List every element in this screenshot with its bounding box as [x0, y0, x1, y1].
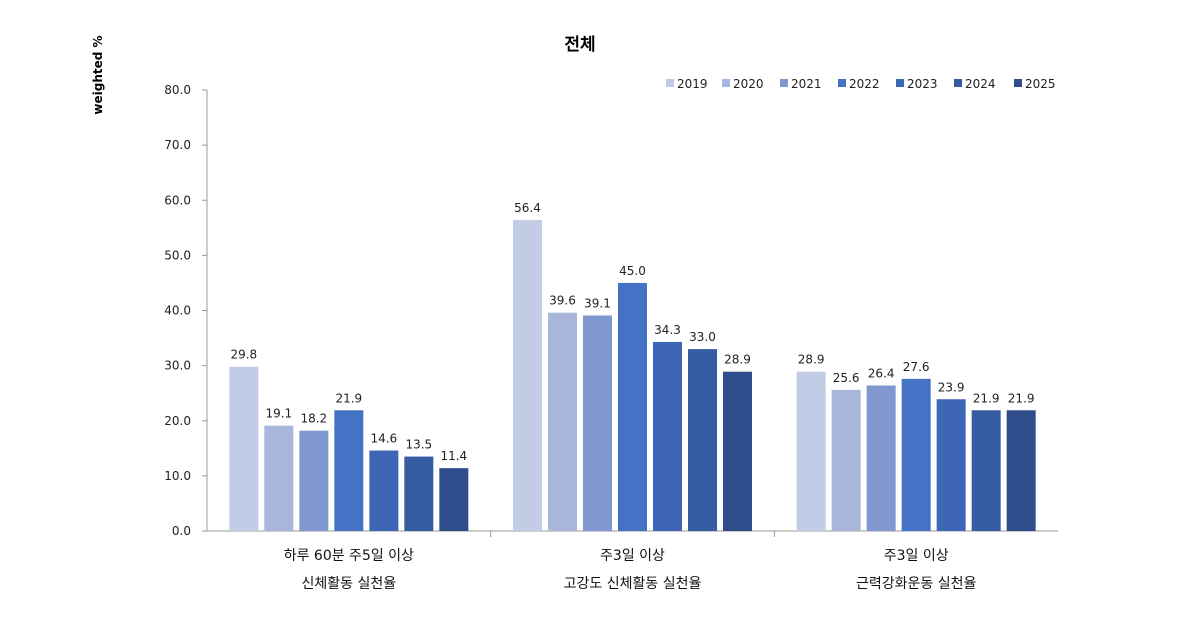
axes: 0.0 10.0 20.0 30.0 40.0 50.0 60.0 70.0 80.0 하루 60… [164, 83, 1058, 592]
legend-swatch [838, 79, 846, 87]
x-category-label: 주3일 이상 [600, 548, 665, 564]
data-label: 34.3 [654, 323, 681, 337]
data-label: 27.6 [903, 360, 930, 374]
legend-label: 2023 [907, 77, 938, 91]
data-label: 21.9 [1008, 391, 1035, 405]
y-tick-label: 10.0 [164, 469, 191, 483]
legend: 2019 2020 2021 2022 2023 2024 2025 [666, 77, 1056, 91]
y-tick-label: 50.0 [164, 248, 191, 262]
bar [688, 349, 717, 531]
x-category-label: 고강도 신체활동 실천율 [564, 576, 702, 592]
data-label: 11.4 [440, 449, 467, 463]
y-tick-label: 60.0 [164, 193, 191, 207]
bar [299, 430, 329, 531]
legend-label: 2024 [965, 77, 996, 91]
legend-swatch [1014, 79, 1022, 87]
bar [439, 468, 469, 531]
y-tick-label: 30.0 [164, 359, 191, 373]
y-tick-label: 0.0 [172, 524, 191, 538]
legend-swatch [896, 79, 904, 87]
bar [404, 456, 434, 531]
bar [796, 371, 826, 531]
x-category-label: 하루 60분 주5일 이상 [284, 548, 414, 564]
data-label: 56.4 [514, 201, 541, 215]
legend-label: 2021 [791, 77, 822, 91]
data-label: 25.6 [833, 371, 860, 385]
data-label: 28.9 [724, 353, 751, 367]
data-label: 28.9 [798, 353, 825, 367]
y-tick-label: 70.0 [164, 138, 191, 152]
bar [618, 282, 647, 531]
chart-title: 전체 [564, 35, 595, 55]
legend-swatch [780, 79, 788, 87]
legend-label: 2019 [677, 77, 708, 91]
data-label: 26.4 [868, 366, 895, 380]
bar [513, 220, 542, 531]
bar [334, 410, 364, 531]
y-tick-label: 20.0 [164, 414, 191, 428]
data-label: 14.6 [370, 432, 397, 446]
bar [369, 450, 399, 531]
bar [583, 315, 612, 531]
bar [831, 389, 861, 531]
legend-swatch [722, 79, 730, 87]
bars: 29.8 19.1 18.2 21.9 14.6 13.5 11.4 56.4 39.6 39.1… [229, 201, 1036, 531]
x-category-label: 주3일 이상 [884, 548, 949, 564]
x-category-label: 신체활동 실천율 [302, 576, 397, 592]
bar [653, 341, 682, 531]
x-category-label: 근력강화운동 실천율 [856, 576, 976, 592]
data-label: 29.8 [230, 348, 257, 362]
data-label: 39.1 [584, 296, 611, 310]
bar [971, 410, 1001, 531]
bar [723, 371, 752, 531]
data-label: 39.6 [549, 294, 576, 308]
data-label: 21.9 [335, 391, 362, 405]
legend-swatch [954, 79, 962, 87]
y-axis-label: weighted % [91, 35, 105, 114]
legend-label: 2025 [1025, 77, 1056, 91]
data-label: 45.0 [619, 264, 646, 278]
y-tick-label: 80.0 [164, 83, 191, 97]
data-label: 33.0 [689, 330, 716, 344]
data-label: 21.9 [973, 391, 1000, 405]
legend-label: 2022 [849, 77, 880, 91]
bar [229, 366, 259, 531]
legend-swatch [666, 79, 674, 87]
data-label: 18.2 [300, 412, 327, 426]
data-label: 13.5 [405, 438, 432, 452]
bar [548, 312, 577, 531]
data-label: 19.1 [265, 407, 292, 421]
bar [264, 425, 294, 531]
bar [901, 378, 931, 531]
bar [866, 385, 896, 531]
data-label: 23.9 [938, 380, 965, 394]
bar [936, 399, 966, 531]
legend-label: 2020 [733, 77, 764, 91]
bar [1006, 410, 1036, 531]
y-tick-label: 40.0 [164, 304, 191, 318]
